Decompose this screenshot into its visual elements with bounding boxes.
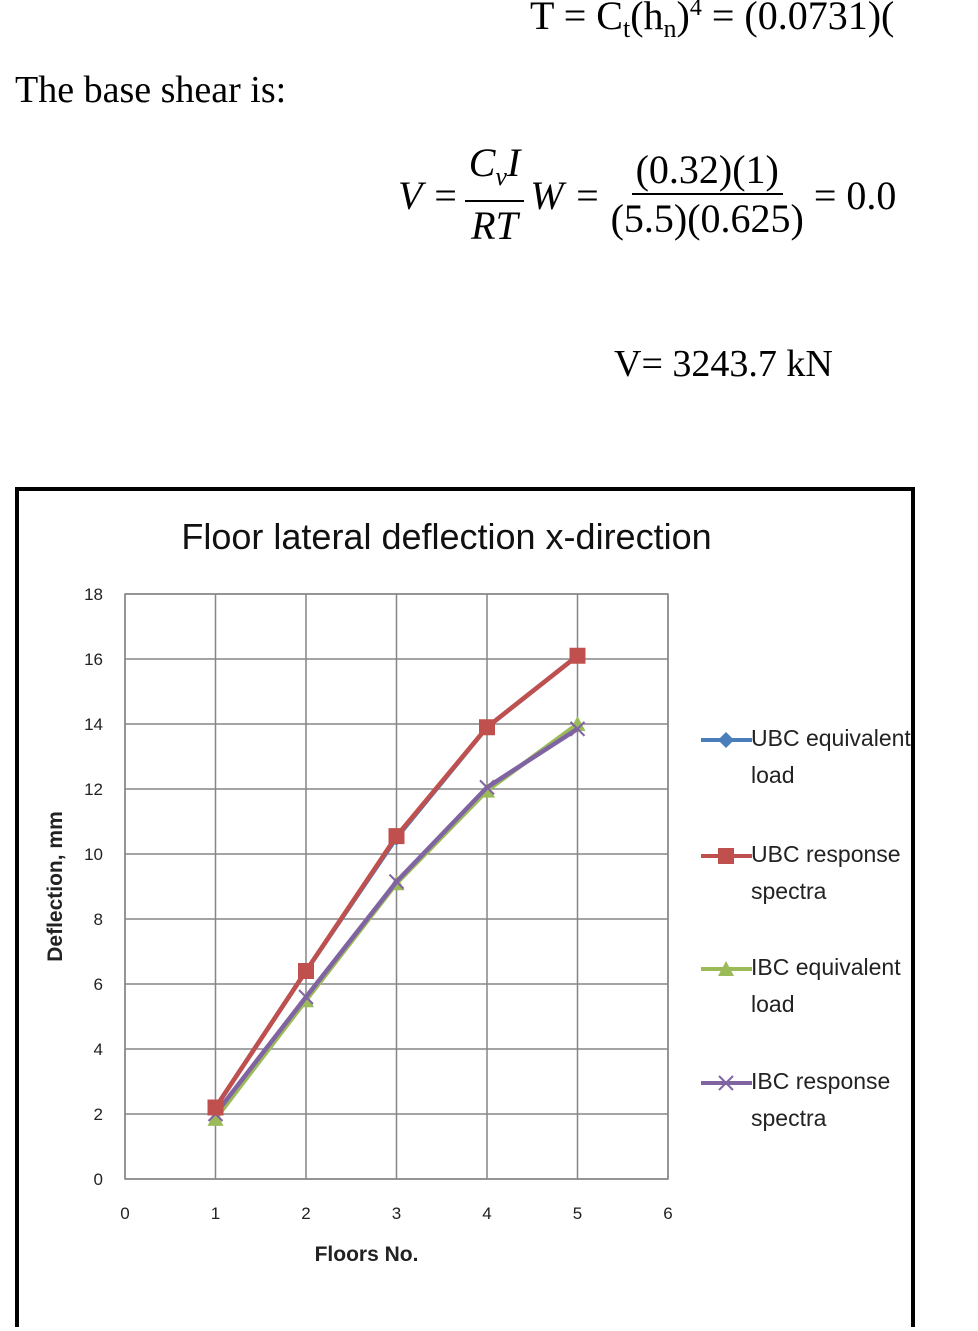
base-shear-equation: V = CvI RT W = (0.32)(1) (5.5)(0.625) = 0.… xyxy=(398,140,897,248)
base-shear-intro: The base shear is: xyxy=(15,69,287,111)
legend-marker xyxy=(718,848,734,864)
data-point xyxy=(388,828,405,845)
chart-title: Floor lateral deflection x-direction xyxy=(181,516,711,557)
x-tick-label: 1 xyxy=(211,1204,220,1223)
legend-label: UBC equivalent load xyxy=(751,725,911,788)
x-axis-label: Floors No. xyxy=(315,1243,419,1266)
data-point xyxy=(569,721,586,737)
y-axis-label: Deflection, mm xyxy=(44,811,67,962)
x-tick-label: 2 xyxy=(301,1204,310,1223)
legend-entry-2: IBC equivalent load xyxy=(751,954,901,1017)
legend-marker xyxy=(718,961,734,976)
legend-entry-1: UBC response spectra xyxy=(751,841,901,904)
legend-marker xyxy=(718,1075,734,1091)
legend-label: IBC equivalent load xyxy=(751,954,901,1017)
y-tick-label: 8 xyxy=(94,910,103,929)
legend-label: IBC response spectra xyxy=(751,1068,891,1131)
data-point xyxy=(298,963,314,979)
legend-marker xyxy=(718,732,734,748)
y-tick-label: 16 xyxy=(84,650,103,669)
x-tick-label: 0 xyxy=(120,1204,129,1223)
base-shear-result: V= 3243.7 kN xyxy=(614,343,833,385)
data-point xyxy=(207,1110,224,1126)
data-point xyxy=(298,989,314,1005)
x-tick-label: 6 xyxy=(663,1204,672,1223)
period-equation: T = Ct(hn)4 = (0.0731)( xyxy=(530,0,894,44)
x-tick-label: 3 xyxy=(392,1204,401,1223)
y-tick-label: 14 xyxy=(84,715,103,734)
x-tick-label: 4 xyxy=(482,1204,491,1223)
data-point xyxy=(388,873,405,890)
chart-frame: Floor lateral deflection x-direction 0 1 2 3… xyxy=(15,487,915,1327)
y-tick-label: 0 xyxy=(94,1170,103,1189)
legend-label: UBC response spectra xyxy=(751,841,901,904)
y-tick-label: 12 xyxy=(84,780,103,799)
legend-entry-0: UBC equivalent load xyxy=(751,725,911,788)
x-tick-label: 5 xyxy=(573,1204,582,1223)
y-tick-label: 18 xyxy=(84,585,103,604)
data-point xyxy=(207,1099,224,1116)
legend-entry-3: IBC response spectra xyxy=(751,1068,891,1131)
data-point xyxy=(479,779,495,796)
data-point xyxy=(569,647,586,664)
data-point xyxy=(569,716,586,731)
y-tick-label: 10 xyxy=(84,845,103,864)
y-tick-label: 4 xyxy=(94,1040,103,1059)
y-tick-label: 2 xyxy=(94,1105,103,1124)
data-point xyxy=(479,719,495,736)
y-tick-label: 6 xyxy=(94,975,103,994)
